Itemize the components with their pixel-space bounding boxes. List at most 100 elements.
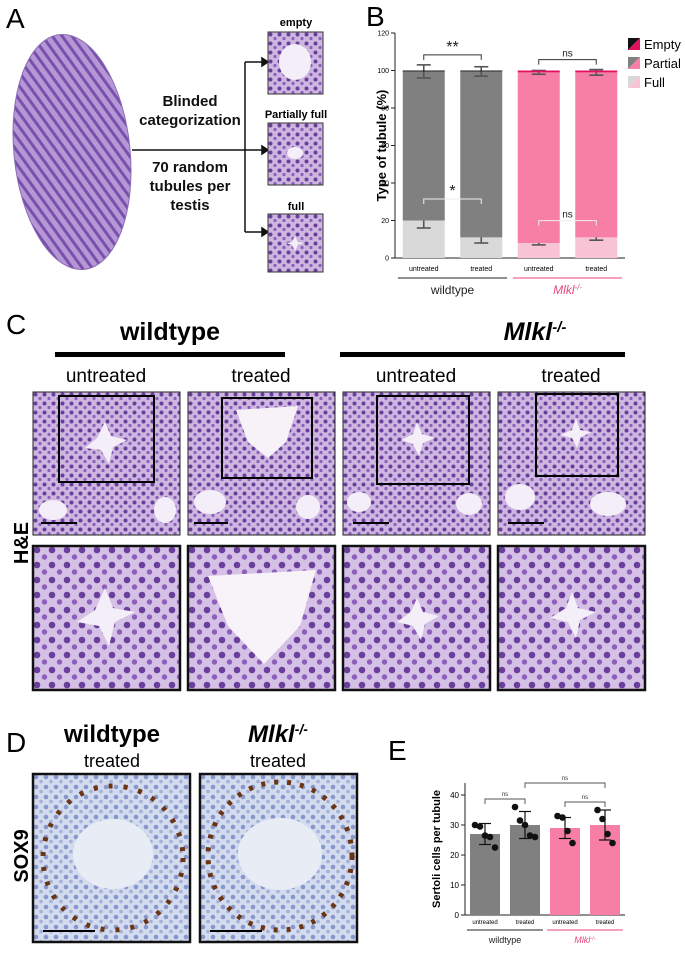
lumen	[208, 570, 316, 664]
lumen	[73, 819, 153, 889]
y-tick-label: 30	[450, 821, 459, 830]
data-point	[476, 823, 484, 830]
x-tick-label: untreated	[409, 266, 439, 273]
y-tick-label: 100	[377, 68, 389, 75]
comparison-bracket	[538, 59, 597, 65]
micrograph-overview	[187, 391, 336, 536]
frame	[32, 391, 181, 536]
group-name: Mlkl	[504, 318, 554, 346]
condition-label: untreated	[376, 366, 456, 387]
legend-label: Partial	[644, 56, 681, 71]
comparison-bracket	[423, 198, 482, 204]
data-point	[516, 817, 524, 824]
panel-letter: B	[366, 1, 385, 32]
bar-segment	[517, 243, 560, 258]
legend-swatch-part	[628, 76, 640, 88]
data-point	[526, 832, 534, 839]
thumbnail	[267, 122, 324, 186]
inset-box	[376, 395, 470, 485]
group-bar	[55, 352, 285, 357]
outcome-label: empty	[280, 17, 313, 29]
data-point	[521, 821, 529, 829]
x-tick-label: untreated	[472, 920, 497, 926]
frame	[497, 391, 646, 536]
bar-segment	[575, 237, 618, 258]
inset-box	[58, 395, 155, 483]
y-tick-label: 40	[381, 180, 389, 187]
group-name: Mlkl	[553, 283, 575, 297]
data-point	[564, 827, 571, 835]
lumen	[194, 490, 226, 514]
thumbnail	[267, 31, 324, 95]
lumen	[236, 406, 298, 458]
lumen	[154, 497, 176, 523]
lumen	[505, 484, 535, 510]
y-tick-label: 0	[385, 255, 389, 262]
bar-segment	[575, 72, 618, 238]
group-name: wildtype	[63, 721, 160, 748]
lumen	[39, 500, 67, 520]
bar-segment	[460, 237, 503, 258]
micrograph-sox9	[198, 772, 359, 944]
bar-segment	[460, 70, 503, 72]
frame	[31, 544, 182, 692]
group-name: wildtype	[488, 935, 522, 945]
condition-label: treated	[231, 366, 290, 387]
lumen	[287, 147, 303, 159]
y-tick-label: 20	[450, 851, 459, 860]
lumen	[347, 492, 371, 512]
inset-box	[221, 397, 313, 479]
comparison-bracket	[564, 801, 606, 807]
micrograph-sox9	[31, 772, 192, 944]
micrograph-zoom	[31, 544, 182, 692]
data-point	[471, 821, 479, 829]
micrograph-zoom	[496, 544, 647, 692]
group-title: wildtype	[63, 721, 160, 748]
lumen	[279, 44, 311, 80]
arrow-head	[261, 144, 270, 156]
condition-label: treated	[541, 366, 600, 387]
group-label: Mlkl-/-	[574, 935, 596, 945]
x-tick-label: untreated	[524, 266, 554, 273]
group-superscript: -/-	[295, 721, 309, 737]
frame	[198, 772, 359, 944]
lumen	[296, 495, 320, 519]
y-tick-label: 10	[450, 881, 459, 890]
comparison-label: ns	[562, 210, 573, 221]
y-axis-label: Sertoli cells per tubule	[431, 790, 443, 908]
panel-letter: E	[388, 735, 407, 766]
stain-label: H&E	[11, 522, 33, 564]
comparison-bracket	[538, 220, 597, 226]
group-name: Mlkl	[248, 721, 296, 748]
outcome-label: full	[288, 201, 305, 213]
panel-letter: A	[6, 3, 25, 34]
arrow-head	[261, 226, 270, 238]
group-title: Mlkl-/-	[504, 318, 567, 346]
frame	[187, 391, 336, 536]
comparison-label: ns	[502, 792, 508, 798]
condition-label: treated	[84, 751, 140, 771]
legend-swatch	[628, 57, 640, 69]
data-point	[486, 833, 494, 841]
data-point	[594, 806, 601, 814]
group-bar	[340, 352, 625, 357]
frame	[341, 544, 492, 692]
condition-label: untreated	[66, 366, 146, 387]
frame	[342, 391, 491, 536]
panel-letter: C	[6, 309, 26, 340]
x-tick-label: treated	[470, 266, 492, 273]
bar-segment	[402, 70, 445, 72]
sox9-nuclei	[205, 779, 355, 933]
y-tick-label: 40	[450, 791, 459, 800]
micrograph	[498, 392, 645, 535]
x-tick-label: treated	[516, 920, 535, 926]
x-tick-label: treated	[585, 266, 607, 273]
legend-label: Full	[644, 75, 665, 90]
bar-segment	[575, 70, 618, 73]
group-name: Mlkl	[574, 935, 591, 945]
inset-box	[535, 393, 619, 477]
arrow-head	[261, 56, 270, 68]
x-tick-label: untreated	[552, 920, 577, 926]
bar	[550, 828, 580, 915]
